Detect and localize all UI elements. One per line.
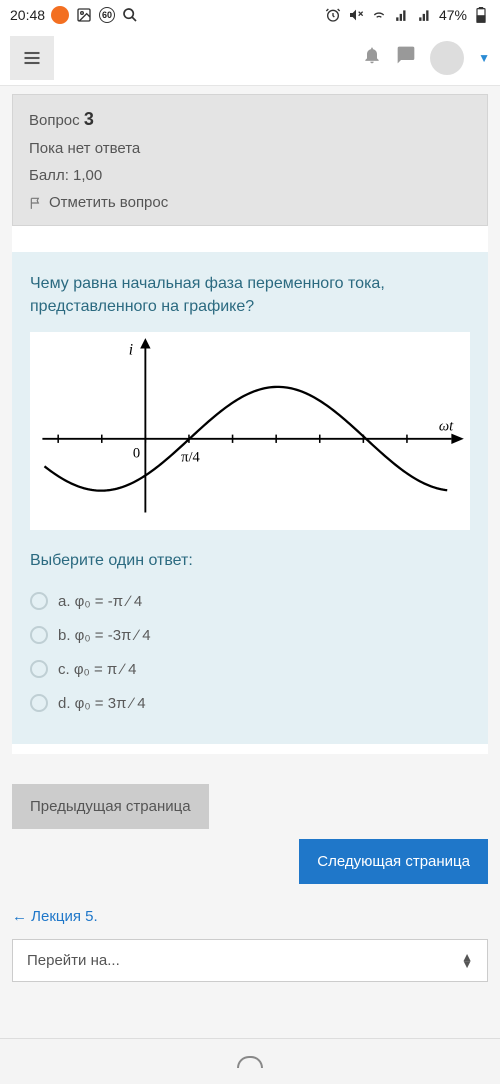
radio-icon [30,592,48,610]
answer-option[interactable]: c. φ₀ = π ∕ 4 [30,652,470,686]
select-chevron-icon: ▲▼ [461,954,473,968]
battery-text: 47% [439,7,467,23]
radio-icon [30,694,48,712]
android-nav-bar [0,1038,500,1084]
sixty-icon: 60 [99,7,115,23]
answer-text: b. φ₀ = -3π ∕ 4 [58,627,151,644]
alarm-icon [324,6,342,24]
answer-text: a. φ₀ = -π ∕ 4 [58,593,142,610]
svg-text:π/4: π/4 [181,450,200,466]
answer-option[interactable]: a. φ₀ = -π ∕ 4 [30,584,470,618]
wifi-icon [370,6,388,24]
mute-icon [347,6,365,24]
question-score: Балл: 1,00 [29,167,471,184]
answer-option[interactable]: b. φ₀ = -3π ∕ 4 [30,618,470,652]
image-icon [75,6,93,24]
app-badge-icon [51,6,69,24]
chat-icon[interactable] [396,45,416,70]
avatar[interactable] [430,41,464,75]
question-state: Пока нет ответа [29,140,471,157]
question-label: Вопрос [29,112,80,129]
nav-handle-icon[interactable] [237,1056,263,1068]
select-one-label: Выберите один ответ: [30,552,470,570]
question-info-panel: Вопрос 3 Пока нет ответа Балл: 1,00 Отме… [12,94,488,226]
svg-text:i: i [129,342,133,359]
app-header: ▼ [0,30,500,86]
sine-graph: i ωt 0 π/4 [30,332,470,530]
question-body: Чему равна начальная фаза переменного то… [12,252,488,744]
radio-icon [30,626,48,644]
flag-question-button[interactable]: Отметить вопрос [29,194,471,211]
answer-text: d. φ₀ = 3π ∕ 4 [58,695,146,712]
flag-icon [29,196,43,210]
radio-icon [30,660,48,678]
goto-label: Перейти на... [27,952,120,969]
answer-text: c. φ₀ = π ∕ 4 [58,661,136,678]
svg-text:ωt: ωt [439,419,454,435]
search-icon [121,6,139,24]
prev-page-button[interactable]: Предыдущая страница [12,784,209,829]
next-page-button[interactable]: Следующая страница [299,839,488,884]
goto-select[interactable]: Перейти на... ▲▼ [12,939,488,982]
signal-icon [393,6,411,24]
status-time: 20:48 [10,7,45,23]
question-number: 3 [84,109,94,129]
flag-label: Отметить вопрос [49,194,168,211]
user-menu-caret-icon[interactable]: ▼ [478,51,490,65]
menu-button[interactable] [10,36,54,80]
question-card: Вопрос 3 Пока нет ответа Балл: 1,00 Отме… [12,94,488,754]
question-text: Чему равна начальная фаза переменного то… [30,272,470,318]
answer-option[interactable]: d. φ₀ = 3π ∕ 4 [30,686,470,720]
android-status-bar: 20:48 60 47% [0,0,500,30]
page-navigation: Предыдущая страница Следующая страница ←… [0,754,500,982]
back-to-lecture-link[interactable]: ← Лекция 5. [12,908,488,925]
notifications-icon[interactable] [362,45,382,70]
signal-icon-2 [416,6,434,24]
battery-icon [472,6,490,24]
question-number-line: Вопрос 3 [29,109,471,130]
svg-text:0: 0 [133,446,140,462]
